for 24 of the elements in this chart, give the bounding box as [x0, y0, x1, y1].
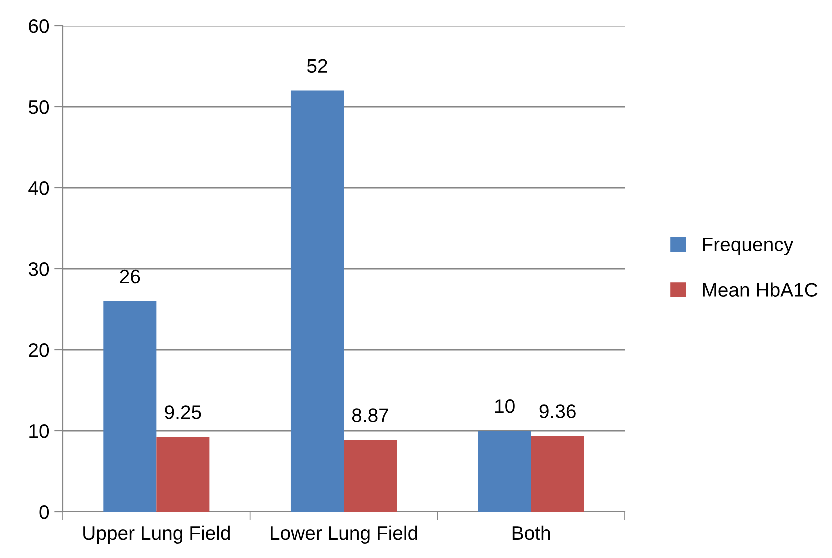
data-label: 8.87	[352, 408, 388, 422]
bar	[290, 90, 344, 512]
y-tick-label: 60	[29, 19, 50, 34]
legend-label: Frequency	[703, 238, 794, 256]
bar	[156, 437, 210, 512]
data-label: 10	[495, 400, 515, 414]
bar	[344, 440, 398, 512]
y-tick-label: 20	[29, 343, 50, 358]
y-tick-label: 40	[28, 181, 50, 196]
data-label: 9.25	[165, 406, 202, 420]
y-tick-label: 0	[40, 505, 50, 520]
y-tick-label: 50	[28, 100, 50, 114]
x-tick-label: Upper Lung Field	[84, 526, 230, 544]
x-tick-label: Lower Lung Field	[271, 526, 418, 544]
bar	[478, 431, 532, 512]
legend-label: Mean HbA1C	[703, 282, 818, 297]
y-tick-label: 10	[30, 424, 50, 438]
data-label: 52	[307, 59, 328, 74]
bar	[104, 301, 157, 512]
data-label: 26	[120, 270, 140, 284]
data-label: 9.36	[540, 404, 576, 418]
y-tick-label: 30	[28, 262, 50, 276]
x-tick-label: Both	[512, 526, 550, 540]
bar	[531, 436, 584, 512]
